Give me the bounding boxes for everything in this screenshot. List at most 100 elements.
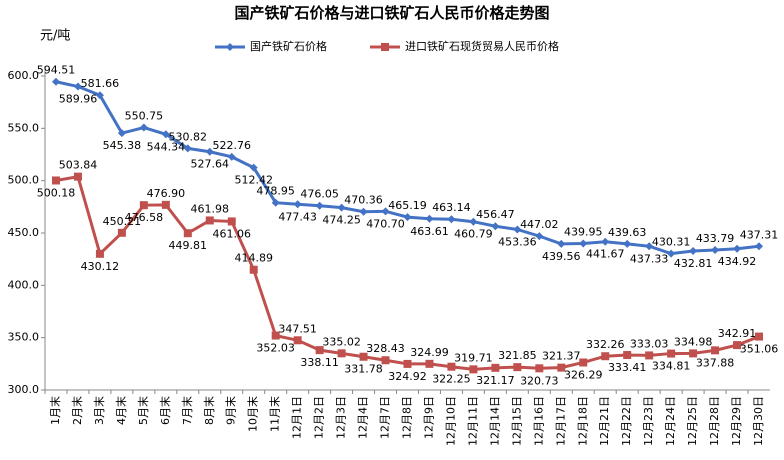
data-label: 319.71 [454,351,493,364]
x-tick-label: 12月3日 [335,396,348,439]
data-label: 461.98 [191,202,230,215]
marker [205,147,214,156]
data-label: 324.92 [388,370,427,383]
data-label: 331.78 [344,363,383,376]
data-label: 439.56 [542,250,581,263]
x-tick-label: 6月末 [158,396,172,425]
data-label: 433.79 [696,232,735,245]
data-label: 465.19 [388,199,427,212]
data-label: 463.61 [410,225,449,238]
data-label: 328.43 [366,342,405,355]
marker [381,356,390,365]
data-label: 414.89 [234,252,273,265]
marker [227,217,236,226]
legend-label: 国产铁矿石价格 [250,39,327,53]
data-label: 449.81 [169,239,208,252]
x-tick-label: 12月1日 [291,396,304,439]
data-label: 470.70 [366,217,405,230]
data-label: 581.66 [81,77,120,90]
data-label: 437.31 [740,228,779,241]
data-label: 456.47 [476,208,515,221]
series-line [55,80,760,256]
x-tick-label: 8月末 [202,396,216,425]
legend-label: 进口铁矿石现货贸易人民币价格 [405,39,559,53]
data-label: 430.12 [81,260,120,273]
y-tick-label: 600.0 [8,69,40,82]
marker [755,242,764,251]
x-tick-label: 12月21日 [598,396,611,446]
x-tick-label: 12月24日 [664,396,677,446]
data-label: 530.82 [169,130,208,143]
data-label: 545.38 [103,139,142,152]
marker [271,198,280,207]
x-tick-label: 12月11日 [466,396,479,446]
x-tick-label: 12月2日 [313,396,326,439]
marker [601,352,610,361]
marker [689,246,698,255]
marker [535,364,544,373]
x-tick-label: 12月30日 [752,396,765,446]
marker [689,349,698,358]
marker [95,91,104,100]
marker [579,239,588,248]
x-tick-label: 12月4日 [357,396,370,439]
y-tick-label: 450.0 [8,226,40,239]
marker [205,216,214,225]
data-label: 476.90 [147,187,186,200]
data-label: 441.67 [586,248,625,261]
marker [359,207,368,216]
data-label: 352.03 [256,342,295,355]
marker [447,215,456,224]
data-label: 333.41 [608,361,647,374]
data-label: 476.58 [125,211,164,224]
marker [623,351,632,360]
x-tick-label: 12月23日 [642,396,655,446]
data-label: 474.25 [322,214,361,227]
marker [469,217,478,226]
x-tick-label: 12月9日 [422,396,435,439]
x-tick-label: 12月22日 [620,396,633,446]
marker [403,359,412,368]
marker [645,242,654,251]
data-label: 321.85 [498,349,537,362]
marker [161,200,170,209]
data-label: 334.81 [652,360,691,373]
data-label: 527.64 [191,158,230,171]
data-label: 332.26 [586,338,625,351]
marker [667,349,676,358]
data-label: 476.05 [300,188,339,201]
marker [403,213,412,222]
data-label: 503.84 [59,159,98,172]
data-label: 324.99 [410,346,449,359]
marker [51,77,60,86]
data-label: 351.06 [740,343,779,356]
marker [183,229,192,238]
marker [139,123,148,132]
x-tick-label: 3月末 [92,396,106,425]
x-tick-label: 5月末 [136,396,150,425]
marker [117,228,126,237]
marker [535,232,544,241]
marker [73,172,82,181]
data-label: 320.73 [520,374,559,387]
x-tick-label: 12月10日 [444,396,457,446]
data-label: 333.03 [630,337,669,350]
data-label: 326.29 [564,368,603,381]
x-tick-label: 12月16日 [532,396,545,446]
x-tick-label: 10月末 [246,396,260,432]
marker [161,130,170,139]
data-label: 460.79 [454,228,493,241]
marker [293,200,302,209]
marker [73,82,82,91]
data-label: 477.43 [278,210,317,223]
legend-marker [381,43,389,51]
marker [733,244,742,253]
data-label: 594.51 [37,64,76,77]
x-tick-label: 12月15日 [510,396,523,446]
marker [469,365,478,374]
data-label: 463.14 [432,201,471,214]
marker [227,152,236,161]
marker [491,363,500,372]
marker [711,245,720,254]
marker [249,163,258,172]
